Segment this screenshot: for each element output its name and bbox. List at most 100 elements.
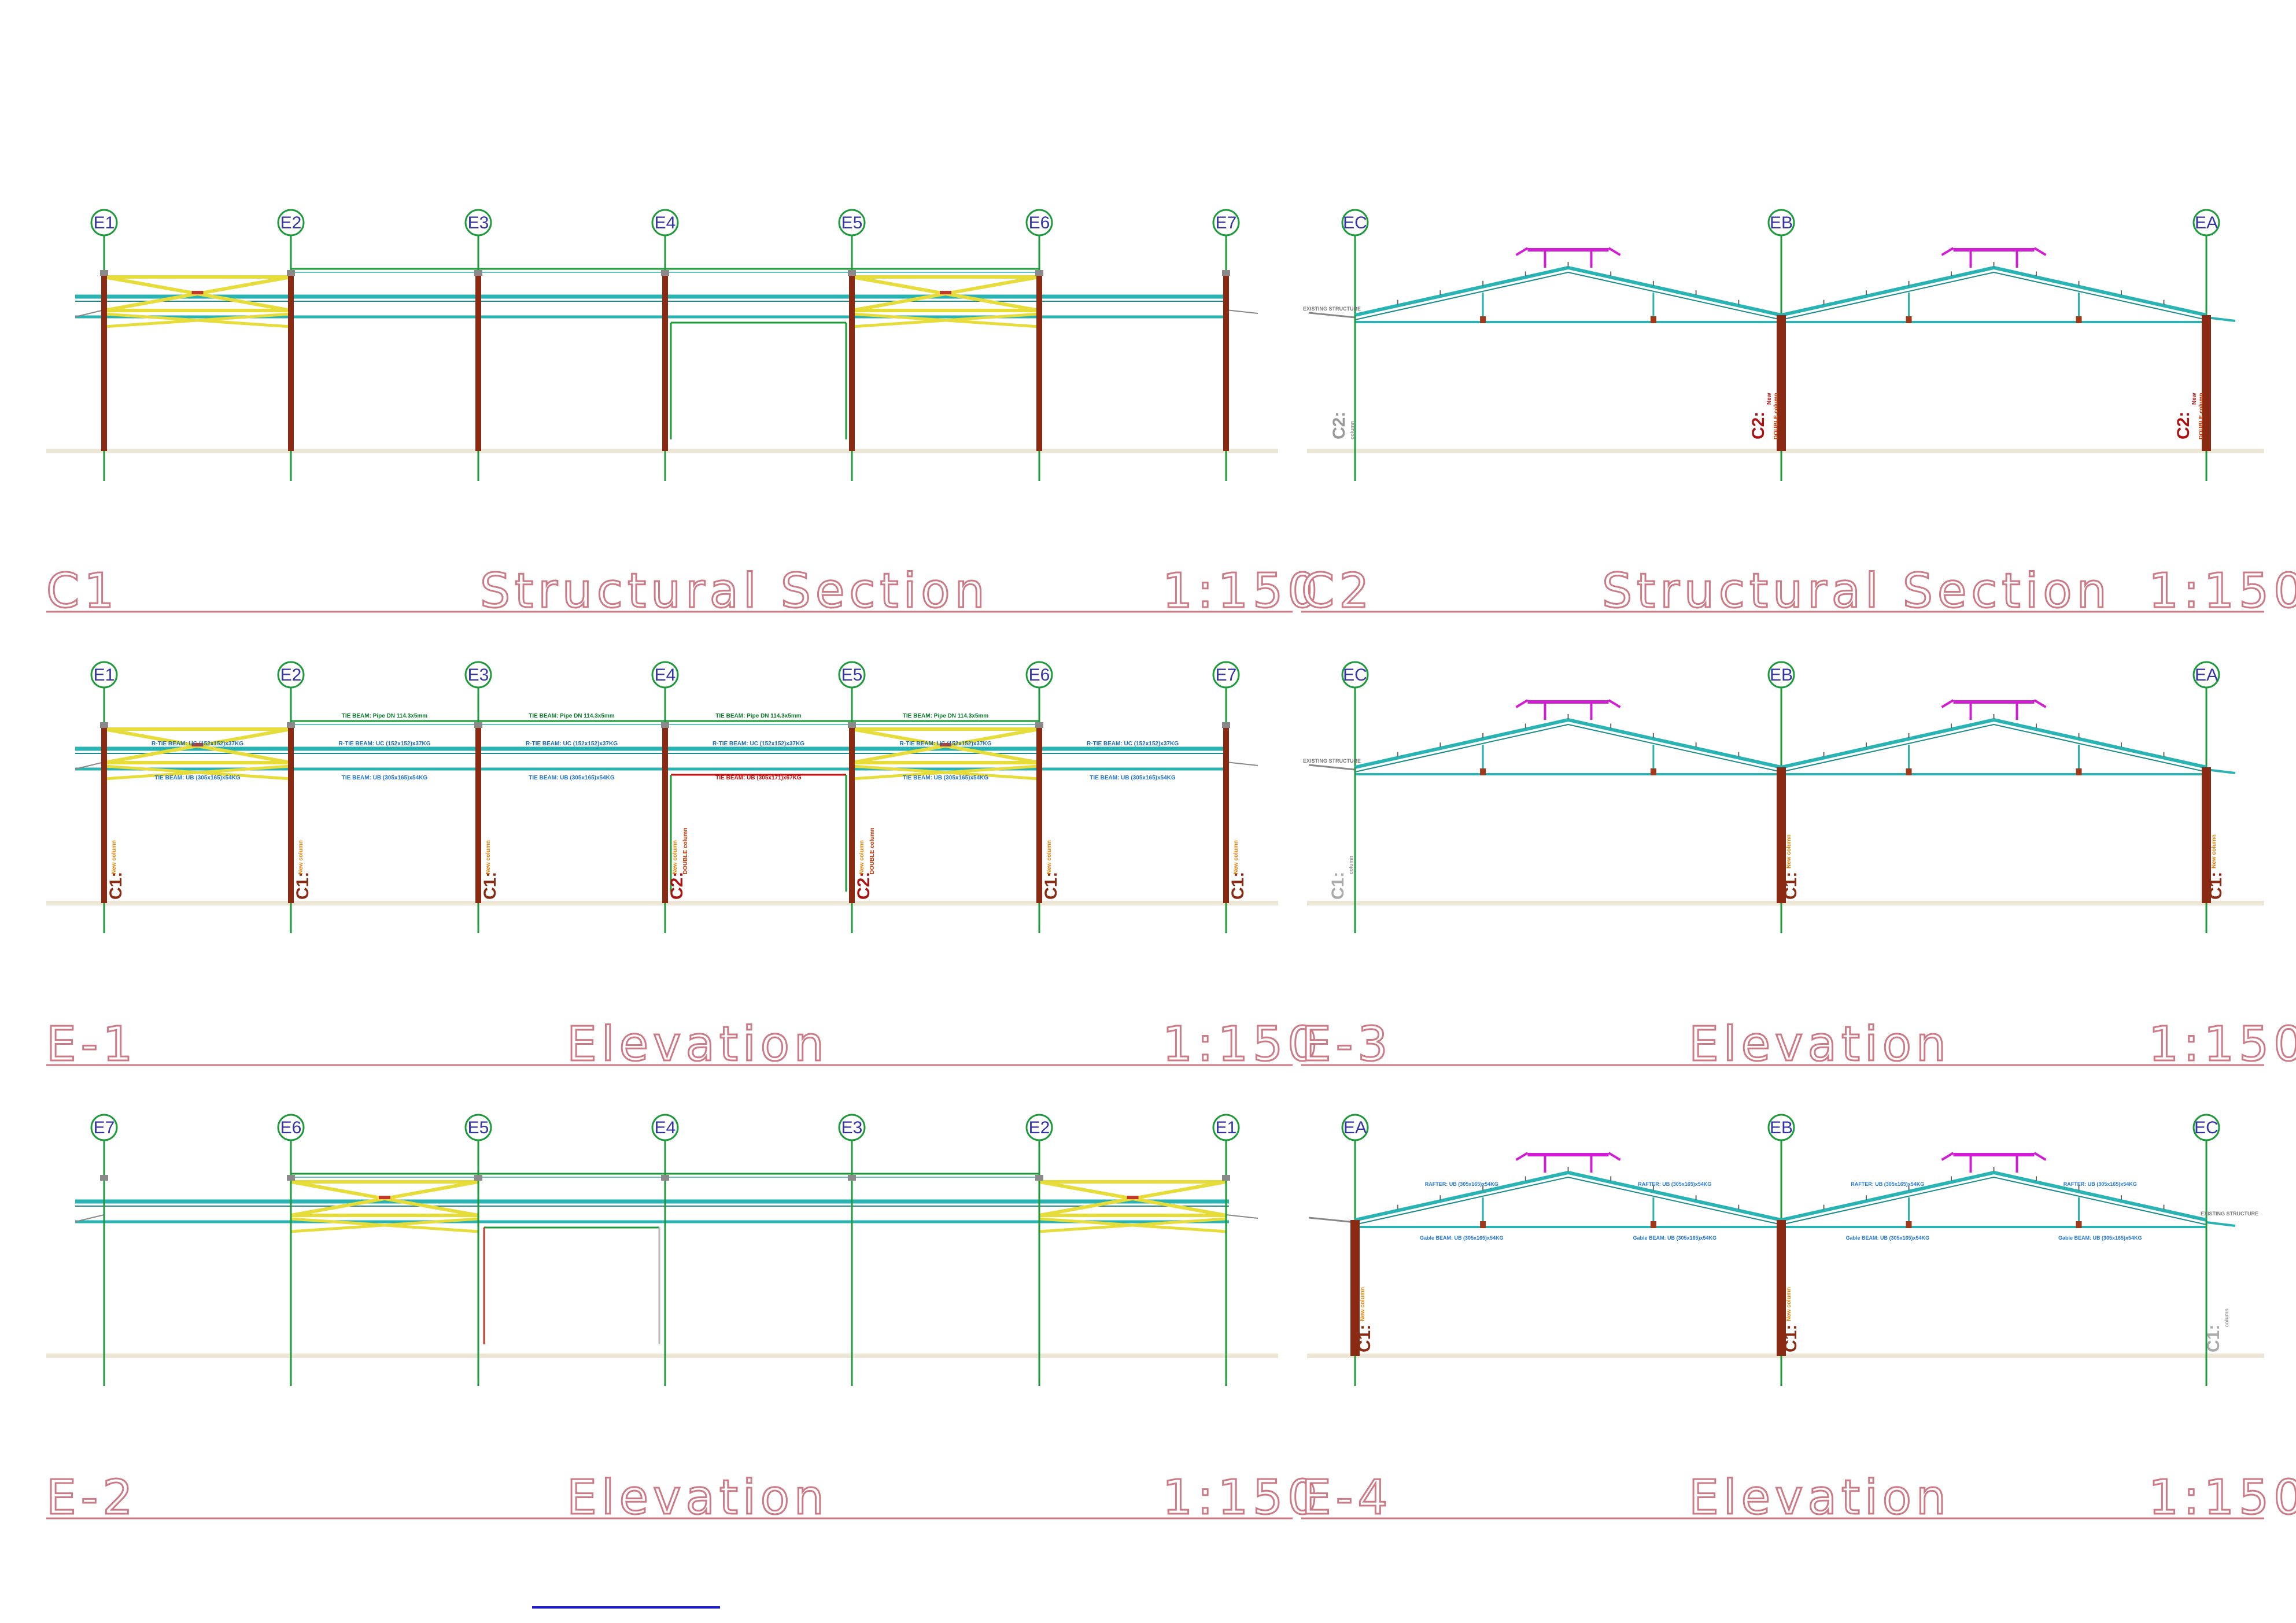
ridge-vent-cap-e3-1 — [1953, 700, 2035, 704]
grid-label-e2-e3: E3 — [841, 1118, 863, 1137]
column-e1-3 — [662, 724, 668, 903]
column-note-e1-0: New column — [111, 840, 117, 874]
grid-bubble-e1-e4 — [651, 661, 679, 689]
column-e1-0 — [101, 724, 107, 903]
column-note-c2-new-1: New — [1766, 393, 1773, 405]
grid-label-c2-ec: EC — [1343, 213, 1367, 232]
column-note-e1-1: New column — [298, 840, 304, 874]
grid-label-e4-ec: EC — [2194, 1118, 2219, 1137]
truss-post-base-e4-1-0 — [1906, 1221, 1912, 1228]
column-cap-e2-2 — [474, 1175, 482, 1181]
grid-bubble-e2-e7 — [90, 1114, 118, 1141]
column-note-e4-1: New column — [1786, 1287, 1792, 1321]
ridge-vent-eave-a-e4-1 — [1941, 1152, 1954, 1161]
label-tie-ub-3: TIE BEAM: UB (305x171)x67KG — [715, 775, 802, 781]
grid-bubble-e1-e2 — [277, 661, 305, 689]
grid-bubble-c1-e4 — [651, 209, 679, 236]
drawing-id-e2: E-2 — [46, 1470, 138, 1525]
grid-bubble-c1-e7 — [1212, 209, 1240, 236]
brace-lower-b-c1-0 — [104, 312, 291, 328]
brace-lower-b-e2-5 — [1039, 1217, 1227, 1233]
eave-right-e2 — [1225, 1214, 1258, 1219]
label-rtie-uc-3: R-TIE BEAM: UC (152x152)x37KG — [713, 741, 804, 747]
drawing-id-e4: E-4 — [1301, 1470, 1393, 1525]
overhang-right-e3 — [2206, 768, 2236, 774]
drawing-scale-c2: 1:150 — [2149, 564, 2296, 619]
column-note-c2-double-1: DOUBLE column — [1773, 393, 1780, 439]
column-c1-2 — [475, 272, 481, 451]
column-tag-e4-1: C1: — [1781, 1325, 1800, 1352]
title-block-e1: E-1 Elevation 1:150 — [46, 1016, 1319, 1073]
column-tag-c2-2: C2: — [2174, 412, 2193, 439]
label-tie-pipe-3: TIE BEAM: Pipe DN 114.3x5mm — [715, 713, 801, 719]
rafter-e3-1 — [1781, 718, 2207, 769]
brace-gusset-c1-0 — [191, 291, 204, 294]
column-cap-e1-2 — [474, 722, 482, 728]
label-rafter-b-1: RAFTER: UB (305x165)x54KG — [2064, 1181, 2137, 1187]
column-tag-e1-0: C1: — [106, 872, 125, 900]
column-tag-e1-6: C1: — [1228, 872, 1247, 900]
label-rafter-a-1: RAFTER: UB (305x165)x54KG — [1851, 1181, 1924, 1187]
brace-gusset-e1-4 — [940, 743, 951, 746]
column-c2-1 — [1777, 315, 1786, 451]
column-cap-e1-6 — [1222, 722, 1230, 728]
label-rtie-uc-1: R-TIE BEAM: UC (152x152)x37KG — [339, 741, 431, 747]
ridge-vent-cap-c2-0 — [1527, 248, 1609, 252]
panel-e2-elevation: E7 E6 E5 E4 E3 E2 E1 — [46, 1114, 1278, 1386]
column-e1-4 — [849, 724, 855, 903]
column-note-c2-existing: column — [1349, 421, 1355, 439]
column-cap-e1-5 — [1035, 722, 1043, 728]
drawing-scale-e3: 1:150 — [2149, 1017, 2296, 1072]
truss-post-base-e3-0-1 — [1650, 768, 1656, 775]
drawing-name-e2: Elevation — [567, 1470, 829, 1525]
column-note-c2-new-2: New — [2191, 393, 2198, 405]
rafter-c2-1 — [1781, 265, 2207, 317]
label-rtie-uc-0: R-TIE BEAM: UC (152x152)x37KG — [152, 741, 243, 747]
grid-label-e4-ea: EA — [1343, 1118, 1367, 1137]
truss-post-base-c2-0-1 — [1650, 316, 1656, 323]
label-tie-ub-2: TIE BEAM: UB (305x165)x54KG — [529, 775, 615, 781]
column-e4-1 — [1777, 1220, 1786, 1356]
grid-bubble-e3-ec — [1341, 661, 1369, 689]
column-c1-5 — [1036, 272, 1042, 451]
column-note-e3-existing: column — [1348, 856, 1354, 874]
rafter-e3-0 — [1354, 718, 1782, 769]
label-rtie-uc-2: R-TIE BEAM: UC (152x152)x37KG — [526, 741, 618, 747]
rafter-edge-c2-1 — [1781, 271, 2207, 320]
column-cap-e1-3 — [661, 722, 669, 728]
column-cap-e2-1 — [287, 1175, 295, 1181]
grid-bubble-e1-e7 — [1212, 661, 1240, 689]
grid-bubble-c2-ec — [1341, 209, 1369, 236]
column-e1-2 — [475, 724, 481, 903]
title-block-c1: C1 Structural Section 1:150 — [46, 563, 1319, 620]
grid-label-c1-e4: E4 — [655, 213, 676, 232]
grid-label-e1-e7: E7 — [1216, 666, 1237, 685]
ridge-vent-eave-a-c2-0 — [1515, 247, 1529, 256]
drawing-id-c2: C2 — [1301, 564, 1374, 619]
label-tie-pipe-4: TIE BEAM: Pipe DN 114.3x5mm — [903, 713, 988, 719]
brace-lower-b-e1-4 — [851, 764, 1040, 781]
column-c1-1 — [288, 272, 294, 451]
drawing-name-e4: Elevation — [1689, 1470, 1951, 1525]
overhang-left-c2 — [1308, 312, 1356, 319]
column-cap-e2-6 — [1222, 1175, 1230, 1181]
title-block-e3: E-3 Elevation 1:150 — [1301, 1016, 2296, 1073]
eave-left-e1 — [75, 761, 105, 770]
truss-post-base-e3-1-0 — [1906, 768, 1912, 775]
drawing-scale-e4: 1:150 — [2149, 1470, 2296, 1525]
grid-label-e1-e2: E2 — [280, 666, 302, 685]
grid-label-c1-e6: E6 — [1029, 213, 1050, 232]
grid-label-c1-e3: E3 — [468, 213, 489, 232]
grid-label-c1-e5: E5 — [841, 213, 863, 232]
eave-left-c1 — [75, 309, 105, 317]
column-tag-e1-4: C2: — [854, 872, 873, 900]
grid-label-e1-e4: E4 — [655, 666, 676, 685]
label-tie-ub-1: TIE BEAM: UB (305x165)x54KG — [342, 775, 428, 781]
grid-label-e3-ea: EA — [2195, 666, 2218, 685]
ridge-vent-eave-b-e3-1 — [2033, 699, 2047, 708]
column-tag-e1-1: C1: — [293, 872, 312, 900]
rafter-c2-0 — [1354, 265, 1782, 317]
